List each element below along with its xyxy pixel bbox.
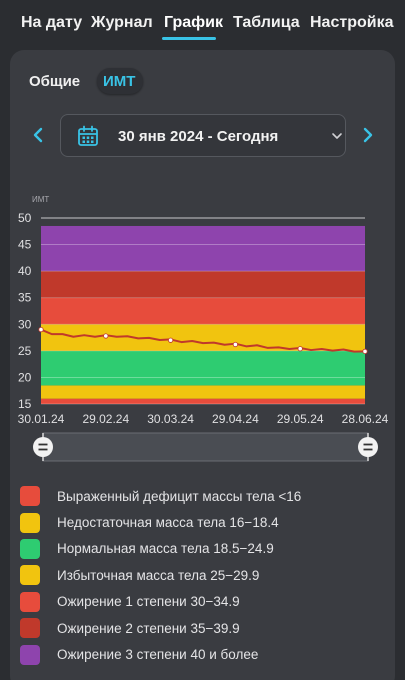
tab-chart[interactable]: График <box>164 14 223 31</box>
chevron-right-icon <box>363 127 373 143</box>
legend-swatch <box>20 618 40 639</box>
y-tick-label: 20 <box>18 370 32 384</box>
tab-journal[interactable]: Журнал <box>91 14 153 31</box>
active-tab-indicator <box>162 37 216 40</box>
legend-label: Ожирение 2 степени 35−39.9 <box>57 620 240 636</box>
subtab-bmi[interactable]: ИМТ <box>103 73 136 90</box>
chevron-left-icon <box>33 127 43 143</box>
calendar-icon <box>78 125 98 146</box>
range-handle-right[interactable] <box>358 437 378 457</box>
range-handle-left[interactable] <box>33 437 53 457</box>
next-period-button[interactable] <box>360 126 376 144</box>
bmi-band <box>41 385 365 399</box>
x-tick-label: 29.05.24 <box>277 412 324 426</box>
bmi-chart: ИМТ 15 20 25 30 35 40 45 50 30.01.24 29.02.24 30.… <box>18 195 389 426</box>
subtab-active-pill <box>97 68 143 94</box>
legend-label: Ожирение 3 степени 40 и более <box>57 647 259 663</box>
legend-swatch <box>20 644 40 665</box>
legend-swatch <box>20 486 40 507</box>
tab-on-date[interactable]: На дату <box>21 14 83 31</box>
bmi-band <box>41 271 365 298</box>
legend-label: Нормальная масса тела 18.5−24.9 <box>57 541 274 557</box>
legend-item: Ожирение 2 степени 35−39.9 <box>20 615 390 641</box>
data-point <box>362 348 368 354</box>
bmi-band <box>41 398 365 404</box>
bmi-band <box>41 324 365 351</box>
bmi-band <box>41 297 365 325</box>
date-range-select[interactable]: 30 янв 2024 - Сегодня <box>60 114 346 157</box>
y-tick-label: 45 <box>18 238 32 252</box>
x-tick-label: 29.04.24 <box>212 412 259 426</box>
x-tick-label: 30.01.24 <box>18 412 65 426</box>
legend-item: Недостаточная масса тела 16−18.4 <box>20 509 390 535</box>
legend-swatch <box>20 538 40 559</box>
data-point <box>38 327 44 333</box>
y-tick-label: 40 <box>18 264 32 278</box>
data-point <box>168 337 174 343</box>
legend-item: Нормальная масса тела 18.5−24.9 <box>20 536 390 562</box>
x-tick-label: 30.03.24 <box>147 412 194 426</box>
bmi-legend: Выраженный дефицит массы тела <16 Недост… <box>20 483 390 668</box>
y-tick-label: 30 <box>18 317 32 331</box>
legend-item: Ожирение 1 степени 30−34.9 <box>20 589 390 615</box>
tab-settings[interactable]: Настройка <box>310 14 394 31</box>
legend-label: Избыточная масса тела 25−29.9 <box>57 567 260 583</box>
legend-swatch <box>20 565 40 586</box>
bmi-series-line <box>40 328 366 353</box>
bmi-band <box>41 350 365 386</box>
range-track[interactable] <box>42 432 369 462</box>
x-tick-label: 29.02.24 <box>82 412 129 426</box>
data-point <box>232 341 238 348</box>
legend-swatch <box>20 512 40 533</box>
legend-label: Выраженный дефицит массы тела <16 <box>57 488 302 504</box>
legend-item: Выраженный дефицит массы тела <16 <box>20 483 390 509</box>
y-axis-label: ИМТ <box>32 195 49 204</box>
range-selector[interactable] <box>0 430 405 466</box>
legend-label: Ожирение 1 степени 30−34.9 <box>57 594 240 610</box>
data-point <box>297 346 303 352</box>
top-navigation: На дату Журнал График Таблица Настройка <box>0 0 405 46</box>
y-tick-label: 50 <box>18 211 32 225</box>
tab-table[interactable]: Таблица <box>233 14 300 31</box>
legend-item: Ожирение 3 степени 40 и более <box>20 641 390 667</box>
subtab-general[interactable]: Общие <box>29 73 81 90</box>
legend-label: Недостаточная масса тела 16−18.4 <box>57 515 279 531</box>
y-tick-label: 35 <box>18 291 32 305</box>
chevron-down-icon <box>332 133 342 139</box>
data-point <box>103 333 109 339</box>
y-tick-label: 25 <box>18 344 32 358</box>
legend-swatch <box>20 591 40 612</box>
bmi-band <box>41 225 365 272</box>
legend-item: Избыточная масса тела 25−29.9 <box>20 562 390 588</box>
x-tick-label: 28.06.24 <box>342 412 389 426</box>
prev-period-button[interactable] <box>30 126 46 144</box>
y-tick-label: 15 <box>18 397 32 411</box>
date-range-label: 30 янв 2024 - Сегодня <box>118 128 279 145</box>
